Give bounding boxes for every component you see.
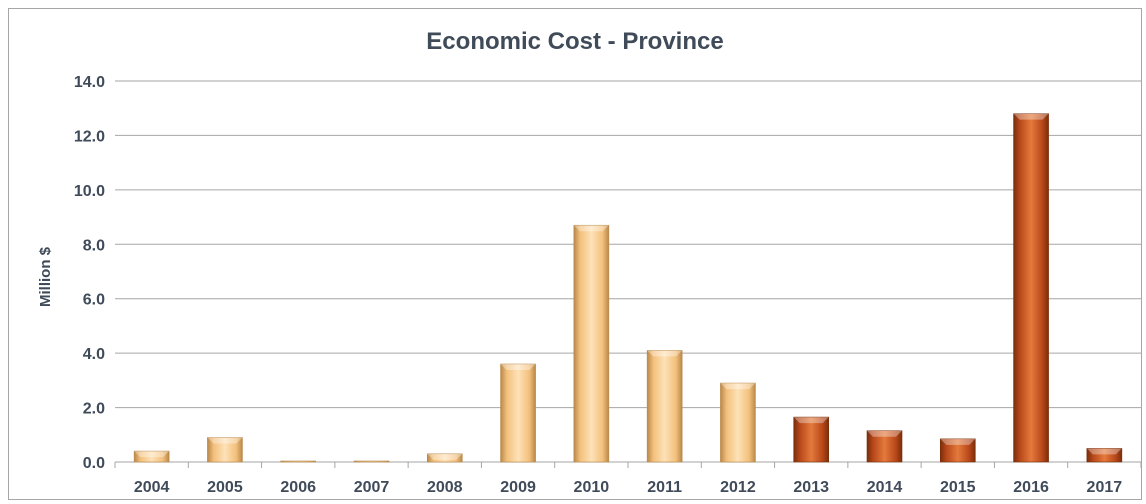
y-axis-ticks: 0.0 2.0 4.0 6.0 8.0 10.0 12.0 14.0 xyxy=(74,74,105,472)
y-tick-label: 4.0 xyxy=(83,346,105,363)
bar-2017 xyxy=(1086,448,1123,463)
bar-2012 xyxy=(720,382,756,463)
bar-2007 xyxy=(353,460,390,463)
bar-2013 xyxy=(793,416,830,463)
x-tick-label: 2004 xyxy=(134,479,170,496)
bar-2016 xyxy=(1013,113,1049,463)
x-axis-ticks: 2004 2005 2006 2007 2008 2009 2010 2011 2012 2013… xyxy=(134,479,1122,496)
bar-2008 xyxy=(426,453,463,463)
bar-highlight xyxy=(793,417,829,424)
bar-2005 xyxy=(207,437,243,463)
x-tick-label: 2010 xyxy=(574,479,610,496)
bar-highlight xyxy=(427,453,463,460)
x-tick-label: 2014 xyxy=(867,479,903,496)
x-tick-label: 2016 xyxy=(1013,479,1049,496)
x-tick-label: 2005 xyxy=(207,479,243,496)
bar-2014 xyxy=(866,430,903,463)
bar-2015 xyxy=(939,438,976,463)
bar-2011 xyxy=(646,350,683,463)
bar-highlight xyxy=(573,225,609,232)
y-tick-label: 8.0 xyxy=(83,237,105,254)
bar-highlight xyxy=(500,364,536,371)
bar-2006 xyxy=(280,460,317,463)
x-tick-label: 2017 xyxy=(1087,479,1123,496)
gridlines xyxy=(114,80,1141,468)
y-tick-label: 12.0 xyxy=(74,128,105,145)
x-tick-label: 2015 xyxy=(940,479,976,496)
y-tick-label: 6.0 xyxy=(83,292,105,309)
x-tick-label: 2013 xyxy=(793,479,829,496)
bar-2009 xyxy=(500,363,536,463)
bar-highlight xyxy=(720,383,756,390)
y-tick-label: 0.0 xyxy=(83,455,105,472)
bar-highlight xyxy=(1013,113,1049,120)
x-tick-label: 2007 xyxy=(354,479,390,496)
y-tick-label: 14.0 xyxy=(74,74,105,91)
x-tick-label: 2006 xyxy=(280,479,316,496)
bar-highlight xyxy=(940,438,976,445)
bar-2004 xyxy=(133,450,170,463)
y-tick-label: 10.0 xyxy=(74,183,105,200)
x-tick-label: 2012 xyxy=(720,479,756,496)
x-tick-label: 2011 xyxy=(647,479,682,496)
bar-highlight xyxy=(207,437,243,444)
bar-highlight xyxy=(647,350,683,357)
bar-highlight xyxy=(867,430,902,437)
chart-frame: Economic Cost - Province Million $ 0.0 2.… xyxy=(8,8,1142,500)
bar-highlight xyxy=(1086,448,1122,455)
y-tick-label: 2.0 xyxy=(83,401,105,418)
x-tick-label: 2009 xyxy=(500,479,536,496)
bars xyxy=(133,113,1123,463)
chart-title: Economic Cost - Province xyxy=(426,28,723,55)
economic-cost-bar-chart: Economic Cost - Province Million $ 0.0 2.… xyxy=(37,28,1141,496)
x-tick-label: 2008 xyxy=(427,479,463,496)
bar-highlight xyxy=(134,451,170,458)
y-axis-title: Million $ xyxy=(37,246,54,307)
bar-2010 xyxy=(573,224,610,463)
